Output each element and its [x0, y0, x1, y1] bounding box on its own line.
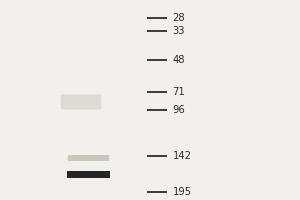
Text: 96: 96 [172, 105, 185, 115]
Text: 142: 142 [172, 151, 191, 161]
Text: 195: 195 [172, 187, 192, 197]
FancyBboxPatch shape [68, 155, 109, 161]
Text: 33: 33 [172, 26, 185, 36]
Text: 71: 71 [172, 87, 185, 97]
Text: 48: 48 [172, 55, 185, 65]
Text: 28: 28 [172, 13, 185, 23]
FancyBboxPatch shape [61, 94, 101, 110]
Bar [67, 171, 110, 178]
